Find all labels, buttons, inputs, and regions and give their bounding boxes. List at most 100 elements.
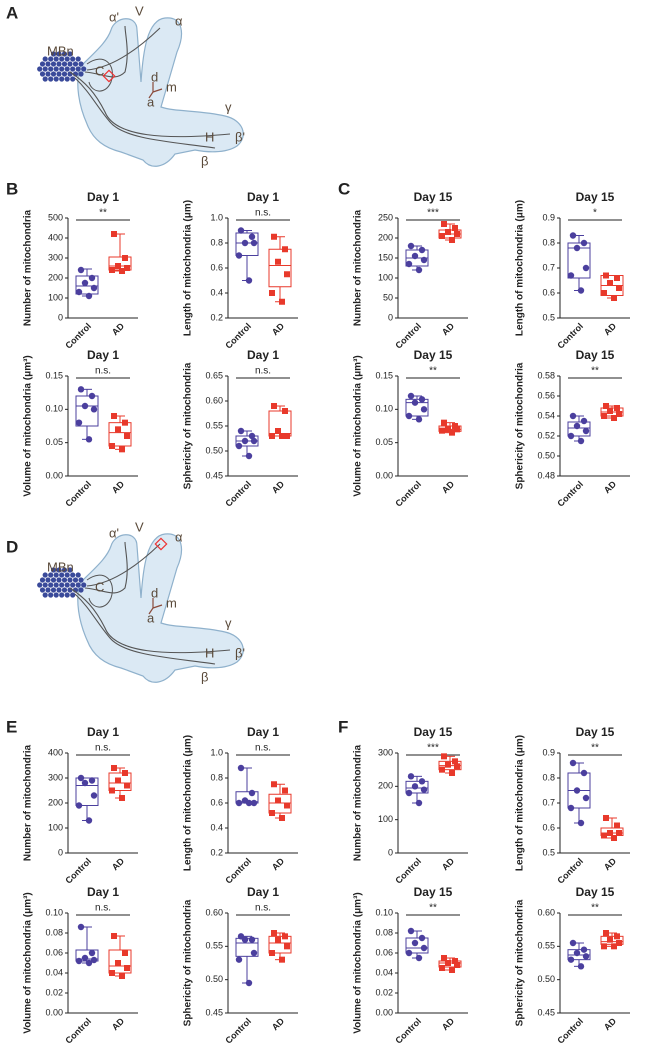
data-point — [567, 956, 575, 963]
diagram-label: γ — [225, 99, 232, 114]
neuron-cell — [50, 61, 57, 67]
axis-arrows — [148, 82, 163, 99]
data-point — [420, 944, 428, 952]
y-tick-label: 0.45 — [537, 1007, 555, 1017]
neuron-cell — [70, 582, 76, 588]
data-point — [420, 256, 428, 264]
y-tick-label: 0 — [58, 847, 63, 857]
box — [405, 398, 429, 417]
data-point — [616, 830, 622, 836]
box — [567, 421, 591, 437]
data-point — [439, 427, 445, 434]
data-point — [415, 266, 423, 274]
y-axis-label: Volume of mitochondria (μm³) — [23, 892, 34, 1033]
neuron-cell — [48, 592, 54, 598]
diagram-label: β — [201, 669, 208, 684]
neuron-cell — [70, 572, 76, 578]
data-point — [580, 239, 588, 247]
neuron-cell — [70, 592, 76, 598]
data-point — [614, 275, 620, 281]
y-axis-label: Volume of mitochondria (μm³) — [23, 355, 34, 496]
neuron-cell — [67, 61, 73, 67]
data-point — [124, 782, 130, 789]
data-point — [81, 279, 89, 287]
data-point — [124, 433, 130, 439]
data-point — [577, 287, 585, 294]
roi-marker — [154, 537, 168, 551]
x-tick-label: AD — [602, 1016, 619, 1033]
data-point — [111, 933, 117, 939]
neuron-cell — [64, 56, 70, 62]
neuron-cell — [42, 66, 48, 72]
data-point — [452, 225, 458, 231]
axon-bundle — [84, 541, 128, 594]
diagram-label: V — [135, 3, 144, 18]
data-point — [445, 229, 451, 235]
data-point — [439, 766, 445, 773]
axon-bundle — [69, 71, 231, 138]
significance-label: n.s. — [255, 366, 271, 377]
data-point — [284, 943, 290, 950]
diagram-label: α' — [109, 525, 119, 540]
diagram-label: d — [151, 585, 158, 600]
panel-label: A — [6, 3, 18, 22]
data-point — [449, 967, 455, 973]
chart-title: Day 1 — [87, 725, 119, 739]
chart-title: Day 15 — [576, 725, 615, 739]
data-point — [441, 955, 447, 961]
data-point — [245, 452, 253, 460]
data-point — [580, 946, 588, 953]
chart-title: Day 1 — [247, 885, 279, 899]
data-point — [614, 933, 620, 940]
data-point — [616, 940, 622, 946]
x-tick-label: AD — [440, 321, 457, 338]
panel-label: B — [6, 179, 18, 198]
data-point — [235, 442, 243, 450]
data-point — [284, 271, 290, 278]
data-point — [269, 810, 275, 816]
data-point — [269, 433, 275, 439]
data-point — [569, 939, 577, 947]
significance-label: n.s. — [255, 743, 271, 754]
significance-label: ** — [429, 903, 437, 914]
y-axis-label: Number of mitochondria — [353, 745, 364, 862]
data-point — [580, 769, 588, 777]
data-point — [607, 280, 613, 286]
chart-title: Day 1 — [247, 348, 279, 362]
data-point — [237, 764, 245, 772]
data-point — [420, 406, 428, 413]
neuron-cell — [61, 587, 68, 593]
data-point — [577, 963, 585, 970]
diagram-label: γ — [225, 615, 232, 630]
y-axis-label: Length of mitochondria (μm) — [515, 200, 526, 336]
data-point — [601, 832, 607, 839]
data-point — [573, 949, 581, 957]
data-point — [445, 426, 451, 433]
data-point — [81, 954, 89, 962]
y-axis-label: Length of mitochondria (μm) — [183, 735, 194, 871]
data-point — [577, 437, 585, 445]
data-point — [109, 443, 115, 449]
data-point — [111, 765, 117, 771]
chart-title: Day 15 — [576, 885, 615, 899]
data-point — [85, 436, 93, 443]
neuron-cell — [61, 51, 68, 57]
data-point — [449, 429, 455, 436]
data-point — [569, 232, 577, 239]
neuron-cell — [39, 71, 46, 77]
data-point — [601, 413, 607, 419]
significance-label: ** — [591, 743, 599, 754]
chart-title: Day 1 — [87, 190, 119, 204]
data-point — [282, 246, 288, 253]
y-tick-label: 0.15 — [45, 370, 63, 380]
y-tick-label: 0 — [388, 312, 393, 322]
data-point — [275, 936, 281, 943]
box — [108, 772, 132, 791]
neuron-cell — [67, 577, 73, 583]
data-point — [119, 795, 125, 801]
data-point — [90, 284, 98, 292]
x-tick-label: Control — [63, 1016, 93, 1046]
data-point — [241, 239, 249, 247]
y-tick-label: 0.08 — [375, 927, 393, 937]
x-tick-label: Control — [63, 856, 93, 886]
